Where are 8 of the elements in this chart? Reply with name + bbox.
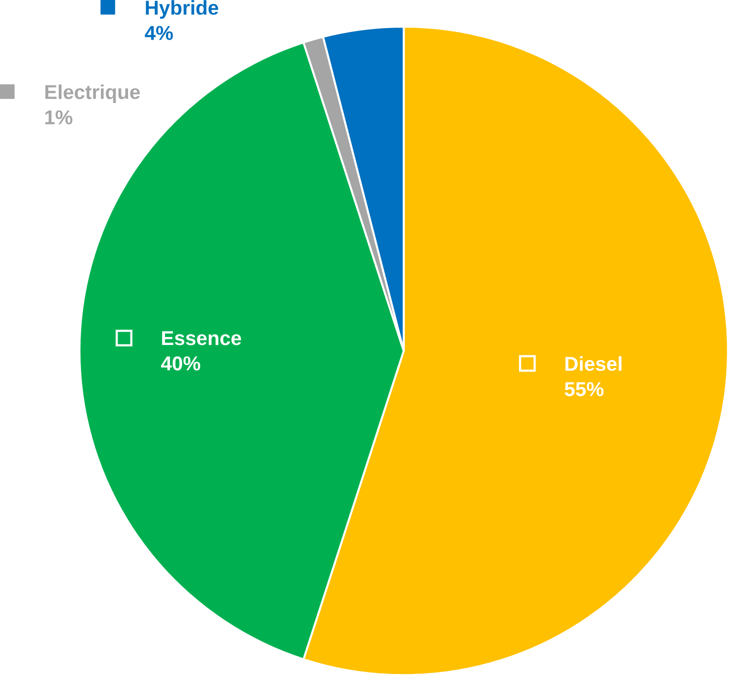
data-label: 40%: [161, 356, 200, 370]
legend-label: Hybride: [146, 0, 218, 19]
legend-label: Electrique: [45, 84, 140, 103]
data-label: 55%: [564, 382, 604, 396]
slice-label: Diesel: [565, 356, 622, 371]
data-label: 4%: [144, 26, 173, 40]
legend-label: Essence: [162, 331, 242, 346]
data-label: 1%: [45, 110, 72, 124]
